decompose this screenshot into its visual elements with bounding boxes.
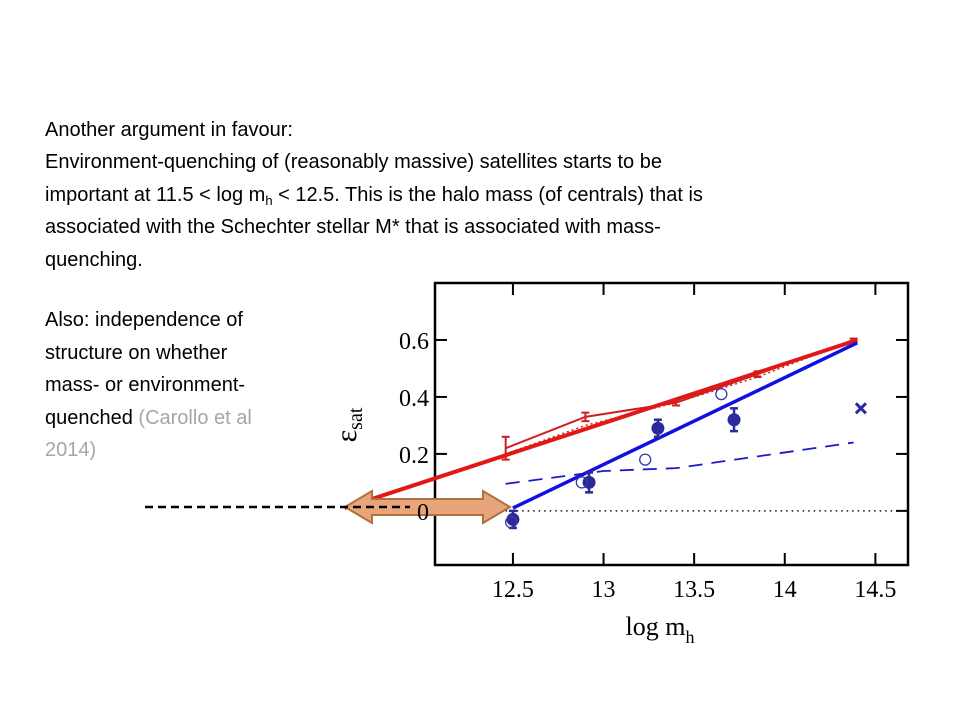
y-tick-label: 0 bbox=[417, 500, 429, 526]
plot-area bbox=[343, 283, 908, 565]
data-point bbox=[504, 516, 518, 529]
text: quenched bbox=[45, 407, 139, 429]
text-line: Also: independence of bbox=[45, 309, 243, 331]
series-line bbox=[343, 338, 858, 510]
y-tick-label: 0.6 bbox=[399, 329, 429, 355]
y-axis-label-main: ε bbox=[330, 430, 363, 443]
x-axis-label: log mh bbox=[626, 612, 695, 647]
text-line: quenched (Carollo et al bbox=[45, 406, 252, 430]
text-line: important at 11.5 < log mh < 12.5. This … bbox=[45, 183, 703, 207]
x-tick-label: 13.5 bbox=[673, 577, 715, 603]
x-axis-label-sub: h bbox=[685, 627, 694, 647]
extrapolation-annotation bbox=[145, 489, 512, 525]
citation: 2014) bbox=[45, 439, 97, 461]
text: < 12.5. This is the halo mass (of centra… bbox=[272, 184, 703, 206]
citation: (Carollo et al bbox=[138, 407, 252, 429]
y-axis-label: εsat bbox=[330, 407, 367, 442]
data-point bbox=[715, 387, 728, 401]
x-tick-label: 14 bbox=[773, 577, 797, 603]
series-line bbox=[505, 339, 854, 455]
text-line: quenching. bbox=[45, 249, 143, 271]
text-line: Environment-quenching of (reasonably mas… bbox=[45, 151, 662, 173]
data-point bbox=[506, 512, 520, 526]
x-axis-label-main: log m bbox=[626, 612, 686, 641]
text: important at 11.5 < log m bbox=[45, 184, 266, 206]
data-point bbox=[854, 402, 867, 415]
series-line bbox=[512, 341, 859, 510]
x-tick-label: 12.5 bbox=[492, 577, 534, 603]
text-line: structure on whether bbox=[45, 342, 228, 364]
data-point bbox=[651, 421, 665, 435]
data-point bbox=[727, 413, 741, 427]
y-tick-label: 0.2 bbox=[399, 443, 429, 469]
data-point bbox=[575, 476, 588, 489]
y-axis-label-sub: sat bbox=[345, 407, 367, 430]
data-point bbox=[639, 453, 652, 466]
y-tick-label: 0.4 bbox=[399, 386, 429, 412]
text-line: associated with the Schechter stellar M*… bbox=[45, 216, 661, 238]
x-tick-label: 14.5 bbox=[854, 577, 896, 603]
plot-frame bbox=[433, 281, 910, 567]
x-tick-label: 13 bbox=[592, 577, 616, 603]
series-line bbox=[505, 441, 854, 485]
subscript: h bbox=[265, 193, 273, 208]
error-bar bbox=[581, 411, 590, 423]
text-line: mass- or environment- bbox=[45, 374, 246, 396]
heading: Another argument in favour: bbox=[45, 119, 293, 141]
double-arrow bbox=[343, 489, 512, 525]
